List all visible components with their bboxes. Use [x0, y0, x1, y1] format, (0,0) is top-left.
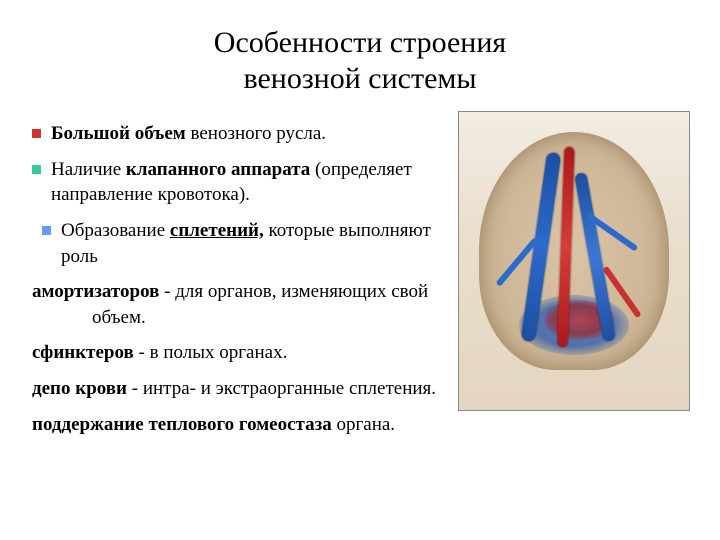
para-2: сфинктеров - в полых органах.: [32, 340, 440, 366]
para-3: депо крови - интра- и экстраорганные спл…: [32, 376, 440, 402]
slide: Особенности строения венозной системы Бо…: [0, 0, 720, 540]
title-line-2: венозной системы: [243, 62, 476, 95]
content-row: Большой объем венозного русла. Наличие к…: [30, 121, 690, 447]
bullet-text-2: Наличие клапанного аппарата (определяет …: [51, 157, 440, 208]
para-4: поддержание теплового гомеостаза органа.: [32, 412, 440, 438]
square-bullet-icon: [32, 129, 41, 138]
bullet-item-3: Образование сплетений, которые выполняют…: [42, 218, 440, 269]
bullet-list: Большой объем венозного русла. Наличие к…: [30, 121, 440, 269]
para-1: амортизаторов - для органов, изменяющих …: [32, 279, 440, 330]
slide-title: Особенности строения венозной системы: [30, 25, 690, 97]
title-line-1: Особенности строения: [214, 26, 506, 59]
square-bullet-icon: [42, 226, 51, 235]
square-bullet-icon: [32, 165, 41, 174]
bullet-text-1: Большой объем венозного русла.: [51, 121, 326, 147]
bullet-item-1: Большой объем венозного русла.: [32, 121, 440, 147]
bullet-text-3: Образование сплетений, которые выполняют…: [61, 218, 440, 269]
anatomy-illustration: [458, 111, 690, 411]
image-column: [458, 111, 690, 411]
text-column: Большой объем венозного русла. Наличие к…: [30, 121, 440, 447]
bullet-item-2: Наличие клапанного аппарата (определяет …: [32, 157, 440, 208]
